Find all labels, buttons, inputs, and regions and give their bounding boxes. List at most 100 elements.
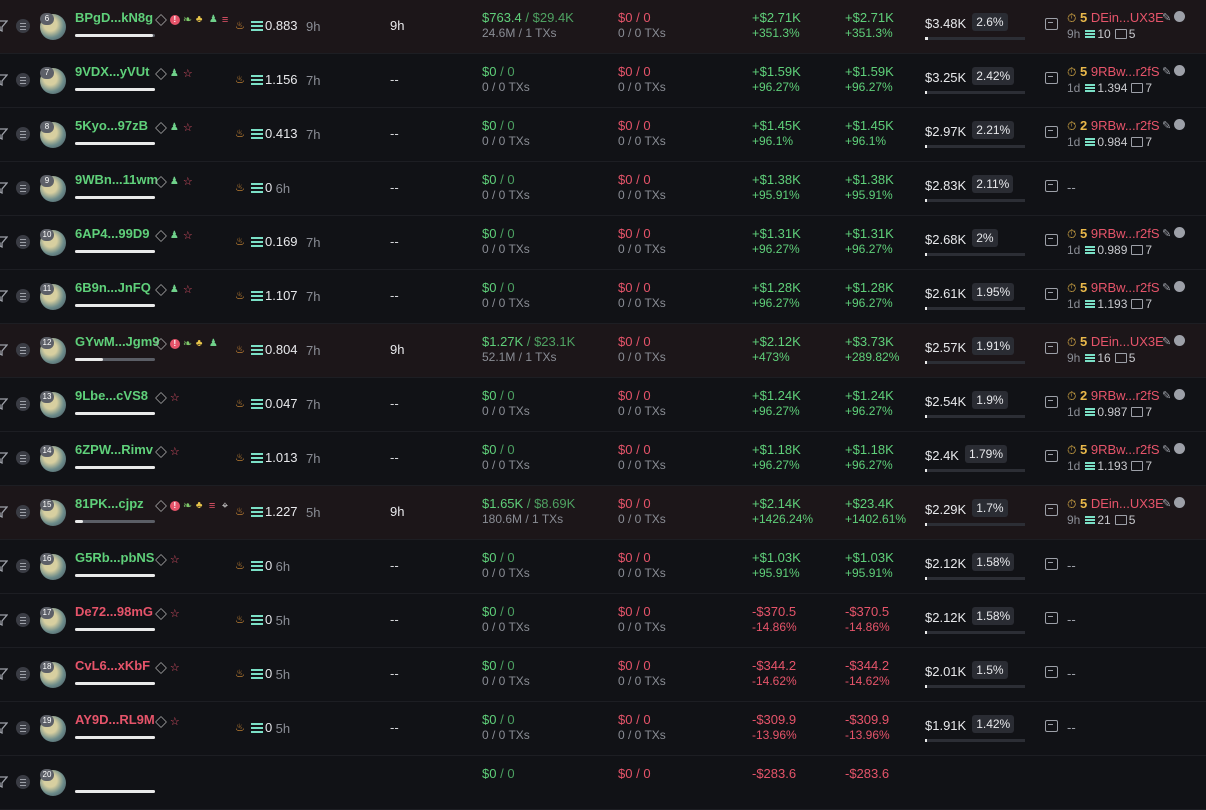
edit-icon[interactable]: ✎	[1162, 228, 1172, 240]
funding-source-icon[interactable]	[1045, 342, 1058, 354]
funding-source-icon[interactable]	[1045, 180, 1058, 192]
filter-icon[interactable]	[0, 181, 9, 195]
funding-wallet[interactable]: 9RBw...r2fS	[1090, 280, 1160, 295]
table-row[interactable]: 6 BPgD...kN8g! ❧ ♣ ♟ ≡ ♨ 0.883 9h 9h $763.4 / $29.…	[0, 0, 1206, 54]
info-icon[interactable]	[1174, 227, 1186, 238]
edit-icon[interactable]: ✎	[1162, 12, 1172, 24]
funding-source[interactable]: ⏱ 5 9RBw...r2fS	[1067, 442, 1160, 458]
edit-icon[interactable]: ✎	[1162, 498, 1172, 510]
menu-icon[interactable]	[16, 721, 30, 735]
info-icon[interactable]	[1174, 65, 1186, 76]
menu-icon[interactable]	[16, 775, 30, 789]
funding-wallet[interactable]: DEin...UX3E	[1090, 10, 1164, 25]
edit-icon[interactable]	[154, 662, 167, 674]
funding-wallet[interactable]: 9RBw...r2fS	[1090, 442, 1160, 457]
filter-icon[interactable]	[0, 667, 9, 681]
filter-icon[interactable]	[0, 559, 9, 573]
wallet-address-link[interactable]: GYwM...Jgm9	[75, 334, 160, 349]
funding-source[interactable]: ⏱ 5 9RBw...r2fS	[1067, 64, 1160, 80]
filter-icon[interactable]	[0, 775, 9, 789]
edit-icon[interactable]	[154, 176, 167, 188]
edit-icon[interactable]: ✎	[1162, 444, 1172, 456]
wallet-address-link[interactable]: AY9D...RL9M	[75, 712, 155, 727]
filter-icon[interactable]	[0, 721, 9, 735]
menu-icon[interactable]	[16, 397, 30, 411]
wallet-address-link[interactable]: 5Kyo...97zB	[75, 118, 148, 133]
funding-wallet[interactable]: DEin...UX3E	[1090, 334, 1164, 349]
menu-icon[interactable]	[16, 181, 30, 195]
info-icon[interactable]	[1174, 281, 1186, 292]
wallet-address-link[interactable]: 6B9n...JnFQ	[75, 280, 151, 295]
filter-icon[interactable]	[0, 451, 9, 465]
filter-icon[interactable]	[0, 235, 9, 249]
funding-source[interactable]: ⏱ 5 DEin...UX3E	[1067, 10, 1164, 26]
info-icon[interactable]	[1174, 119, 1186, 130]
info-icon[interactable]	[1174, 11, 1186, 22]
menu-icon[interactable]	[16, 667, 30, 681]
funding-source[interactable]: ⏱ 5 DEin...UX3E	[1067, 334, 1164, 350]
funding-source[interactable]: ⏱ 2 9RBw...r2fS	[1067, 388, 1160, 404]
menu-icon[interactable]	[16, 451, 30, 465]
edit-icon[interactable]	[154, 500, 167, 512]
funding-source-icon[interactable]	[1045, 72, 1058, 84]
funding-source-icon[interactable]	[1045, 666, 1058, 678]
menu-icon[interactable]	[16, 235, 30, 249]
funding-source[interactable]: ⏱ 5 9RBw...r2fS	[1067, 280, 1160, 296]
edit-icon[interactable]	[154, 338, 167, 350]
edit-icon[interactable]: ✎	[1162, 66, 1172, 78]
edit-icon[interactable]	[154, 68, 167, 80]
filter-icon[interactable]	[0, 613, 9, 627]
funding-wallet[interactable]: 9RBw...r2fS	[1090, 64, 1160, 79]
menu-icon[interactable]	[16, 505, 30, 519]
funding-source-icon[interactable]	[1045, 288, 1058, 300]
wallet-address-link[interactable]: CvL6...xKbF	[75, 658, 151, 673]
wallet-address-link[interactable]: 6AP4...99D9	[75, 226, 150, 241]
funding-source-icon[interactable]	[1045, 126, 1058, 138]
wallet-address-link[interactable]: 81PK...cjpz	[75, 496, 144, 511]
menu-icon[interactable]	[16, 343, 30, 357]
edit-icon[interactable]	[154, 230, 167, 242]
funding-wallet[interactable]: 9RBw...r2fS	[1090, 118, 1160, 133]
edit-icon[interactable]: ✎	[1162, 282, 1172, 294]
info-icon[interactable]	[1174, 335, 1186, 346]
edit-icon[interactable]	[154, 284, 167, 296]
info-icon[interactable]	[1174, 497, 1186, 508]
filter-icon[interactable]	[0, 73, 9, 87]
wallet-address-link[interactable]: De72...98mG	[75, 604, 154, 619]
filter-icon[interactable]	[0, 127, 9, 141]
filter-icon[interactable]	[0, 397, 9, 411]
filter-icon[interactable]	[0, 343, 9, 357]
table-row[interactable]: 15 81PK...cjpz! ❧ ♣ ≡ ⌖ ♨ 1.227 5h 9h $1.65K / $8.…	[0, 486, 1206, 540]
wallet-address-link[interactable]: 9Lbe...cVS8	[75, 388, 148, 403]
funding-wallet[interactable]: 9RBw...r2fS	[1090, 388, 1160, 403]
menu-icon[interactable]	[16, 127, 30, 141]
funding-source-icon[interactable]	[1045, 612, 1058, 624]
edit-icon[interactable]	[154, 716, 167, 728]
funding-source[interactable]: ⏱ 2 9RBw...r2fS	[1067, 118, 1160, 134]
filter-icon[interactable]	[0, 19, 9, 33]
filter-icon[interactable]	[0, 505, 9, 519]
wallet-address-link[interactable]: 6ZPW...Rimv	[75, 442, 154, 457]
funding-source[interactable]: ⏱ 5 9RBw...r2fS	[1067, 226, 1160, 242]
edit-icon[interactable]	[154, 446, 167, 458]
wallet-address-link[interactable]: BPgD...kN8g	[75, 10, 154, 25]
funding-wallet[interactable]: 9RBw...r2fS	[1090, 226, 1160, 241]
menu-icon[interactable]	[16, 613, 30, 627]
edit-icon[interactable]: ✎	[1162, 336, 1172, 348]
filter-icon[interactable]	[0, 289, 9, 303]
table-row[interactable]: 12 GYwM...Jgm9! ❧ ♣ ♟ ♨ 0.804 7h 9h $1.27K / $23.…	[0, 324, 1206, 378]
edit-icon[interactable]	[154, 122, 167, 134]
edit-icon[interactable]	[154, 554, 167, 566]
funding-wallet[interactable]: DEin...UX3E	[1090, 496, 1164, 511]
info-icon[interactable]	[1174, 443, 1186, 454]
funding-source-icon[interactable]	[1045, 450, 1058, 462]
